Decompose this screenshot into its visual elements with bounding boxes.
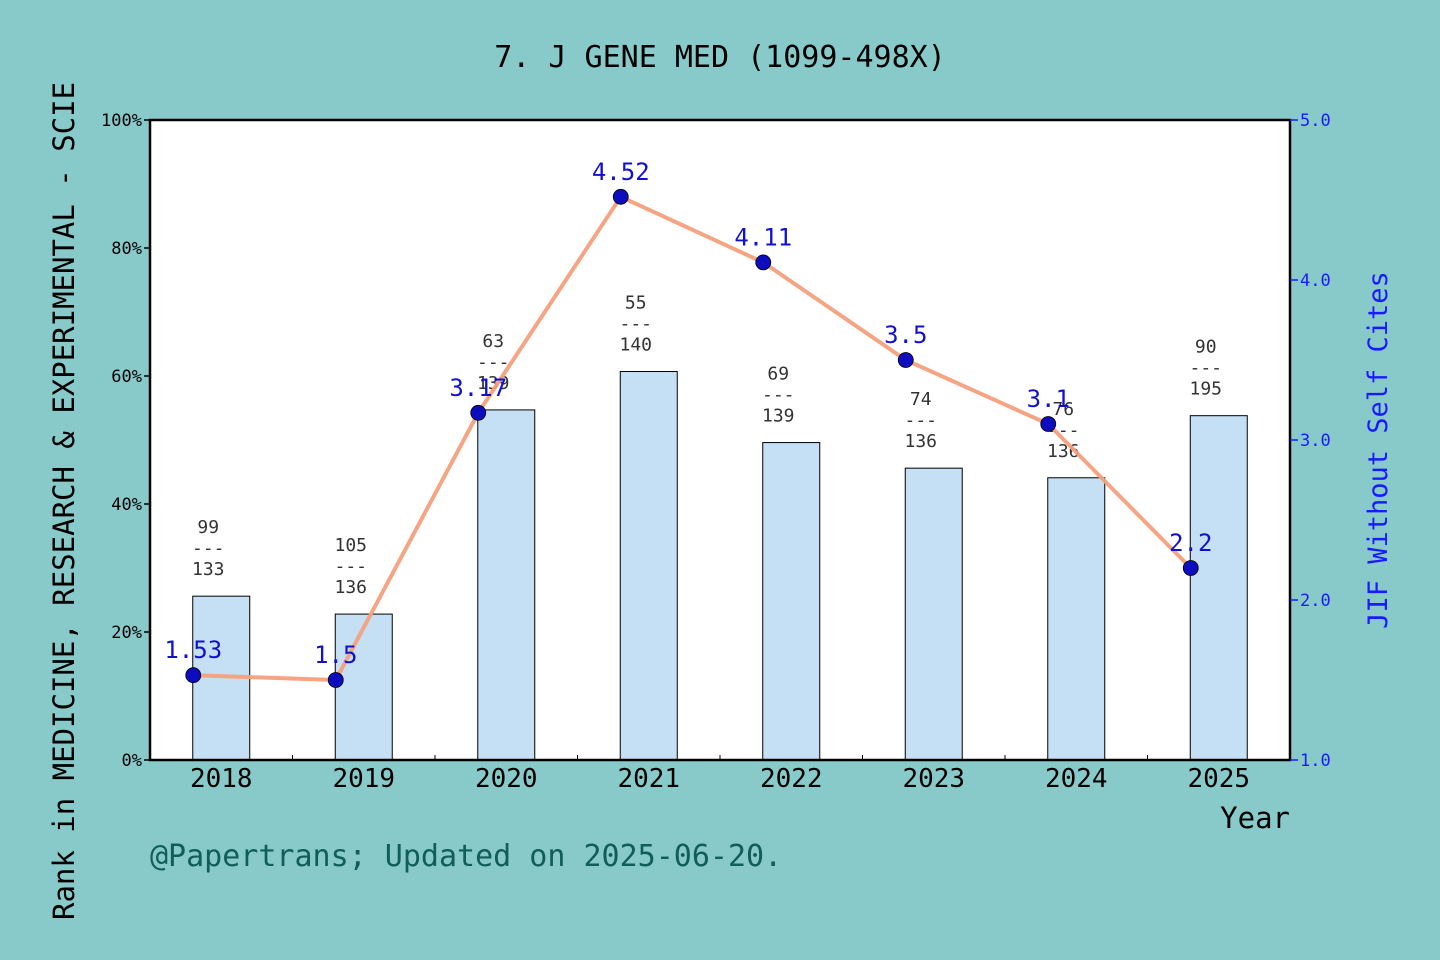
bar-2021 bbox=[619, 371, 678, 761]
rank-labels-group: 99---133105---13663---13955---14069---13… bbox=[192, 293, 1222, 599]
jif-label-2019: 1.5 bbox=[314, 641, 357, 669]
jif-point-2023 bbox=[897, 352, 914, 368]
jif-label-2018: 1.53 bbox=[164, 636, 222, 664]
jif-label-2022: 4.11 bbox=[734, 223, 792, 251]
jif-label-2021: 4.52 bbox=[592, 158, 650, 186]
jif-point-2019 bbox=[327, 672, 344, 688]
y-tick-label-80: 80% bbox=[111, 239, 142, 259]
jif-line-group: 1.53 1.5 3.17 4.52 4.11 3.5 3.1 2.2 bbox=[164, 158, 1212, 688]
rank-label-2022: 69 bbox=[767, 364, 789, 385]
rank-divider-2021: --- bbox=[619, 314, 652, 335]
rank-label-2021: 55 bbox=[625, 293, 647, 314]
rank-label-2018: 99 bbox=[197, 517, 219, 538]
bar-2024 bbox=[1047, 477, 1106, 761]
total-label-2021: 140 bbox=[619, 335, 652, 356]
y2-tick-label-5.0: 5.0 bbox=[1300, 111, 1331, 131]
x-tick-label-2018: 2018 bbox=[190, 764, 253, 794]
x-tick-label-2025: 2025 bbox=[1187, 764, 1250, 794]
bar-2025 bbox=[1189, 415, 1248, 761]
total-label-2022: 139 bbox=[762, 406, 795, 427]
jif-label-2024: 3.1 bbox=[1027, 385, 1070, 413]
right-axis: 1.0 2.0 3.0 4.0 5.0 bbox=[1290, 111, 1331, 771]
y2-tick-label-3.0: 3.0 bbox=[1300, 431, 1331, 451]
x-axis-label: Year bbox=[1220, 801, 1290, 835]
left-axis: 0% 20% 40% 60% 80% 100% bbox=[101, 111, 150, 771]
jif-line bbox=[193, 194, 1193, 682]
y-axis-label: Rank in MEDICINE, RESEARCH & EXPERIMENTA… bbox=[47, 82, 81, 920]
bar-2020 bbox=[477, 409, 536, 761]
total-label-2019: 136 bbox=[334, 577, 367, 598]
rank-label-2025: 90 bbox=[1195, 337, 1217, 358]
x-tick-label-2019: 2019 bbox=[332, 764, 395, 794]
rank-label-2024: 76 bbox=[1052, 399, 1074, 420]
bars-group bbox=[192, 371, 1248, 761]
jif-point-2020 bbox=[470, 404, 487, 421]
rank-divider-2019: --- bbox=[334, 556, 367, 577]
jif-label-2025: 2.2 bbox=[1169, 529, 1212, 557]
jif-label-2023: 3.5 bbox=[884, 321, 927, 349]
y2-tick-label-1.0: 1.0 bbox=[1300, 751, 1331, 771]
jif-point-2022 bbox=[755, 254, 772, 271]
y-tick-label-60: 60% bbox=[111, 367, 142, 387]
x-tick-label-2022: 2022 bbox=[760, 764, 823, 794]
y-tick-label-20: 20% bbox=[111, 623, 142, 643]
rank-divider-2018: --- bbox=[192, 538, 225, 559]
rank-divider-2020: --- bbox=[477, 352, 510, 373]
x-tick-label-2020: 2020 bbox=[475, 764, 538, 794]
rank-divider-2023: --- bbox=[904, 410, 937, 431]
rank-label-2019: 105 bbox=[334, 535, 367, 556]
rank-divider-2022: --- bbox=[762, 385, 795, 406]
jif-point-2024 bbox=[1040, 416, 1057, 432]
x-tick-label-2021: 2021 bbox=[617, 764, 680, 794]
footer-note: @Papertrans; Updated on 2025-06-20. bbox=[150, 839, 782, 874]
x-axis: 2018 2019 2020 2021 2022 2023 2024 2025 bbox=[149, 755, 1291, 794]
bar-2022 bbox=[762, 442, 821, 761]
y2-tick-label-4.0: 4.0 bbox=[1300, 271, 1331, 291]
y-tick-label-40: 40% bbox=[111, 495, 142, 515]
y2-axis-label: JIF Without Self Cites bbox=[1363, 271, 1394, 629]
bar-2023 bbox=[904, 467, 963, 761]
rank-label-2020: 63 bbox=[482, 331, 504, 352]
y2-tick-label-2.0: 2.0 bbox=[1300, 591, 1331, 611]
jif-point-2021 bbox=[612, 188, 629, 205]
jif-label-2020: 3.17 bbox=[449, 374, 507, 402]
rank-divider-2025: --- bbox=[1189, 358, 1222, 379]
y-tick-label-0: 0% bbox=[122, 751, 142, 771]
total-label-2023: 136 bbox=[904, 431, 937, 452]
y-tick-label-100: 100% bbox=[101, 111, 142, 131]
rank-label-2023: 74 bbox=[910, 389, 932, 410]
x-tick-label-2024: 2024 bbox=[1045, 764, 1108, 794]
total-label-2018: 133 bbox=[192, 559, 225, 580]
total-label-2025: 195 bbox=[1189, 379, 1222, 400]
jif-point-2018 bbox=[185, 667, 202, 684]
jif-point-2025 bbox=[1182, 560, 1199, 576]
bar-2019 bbox=[334, 613, 393, 761]
chart-title: 7. J GENE MED (1099-498X) bbox=[494, 40, 946, 75]
x-tick-label-2023: 2023 bbox=[902, 764, 965, 794]
